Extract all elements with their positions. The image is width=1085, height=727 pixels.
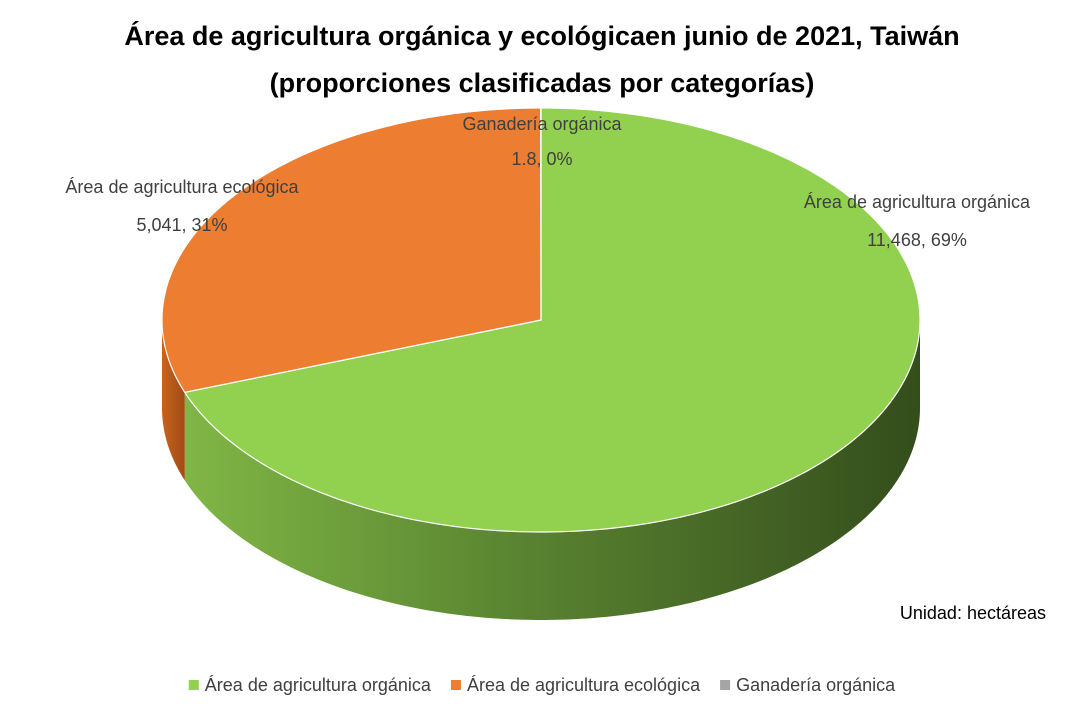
slice-side — [162, 320, 185, 481]
legend-swatch — [450, 680, 461, 690]
legend-swatch — [188, 680, 199, 690]
data-label-value: 1.8, 0% — [511, 149, 572, 169]
chart-subtitle: (proporciones clasificadas por categoría… — [270, 68, 815, 98]
data-label-value: 5,041, 31% — [136, 215, 227, 235]
slice — [183, 107, 921, 533]
unit-note: Unidad: hectáreas — [900, 603, 1046, 623]
legend-label: Área de agricultura ecológica — [467, 675, 701, 695]
chart-title: Área de agricultura orgánica y ecológica… — [124, 20, 959, 51]
legend-label: Área de agricultura orgánica — [205, 675, 432, 695]
data-label-name: Área de agricultura orgánica — [804, 192, 1031, 212]
slice — [161, 107, 542, 394]
slice-side — [184, 320, 920, 620]
data-label-name: Área de agricultura ecológica — [65, 177, 299, 197]
legend-label: Ganadería orgánica — [736, 675, 896, 695]
data-label-name: Ganadería orgánica — [462, 114, 622, 134]
data-label-value: 11,468, 69% — [867, 230, 967, 250]
legend-swatch — [720, 680, 731, 690]
